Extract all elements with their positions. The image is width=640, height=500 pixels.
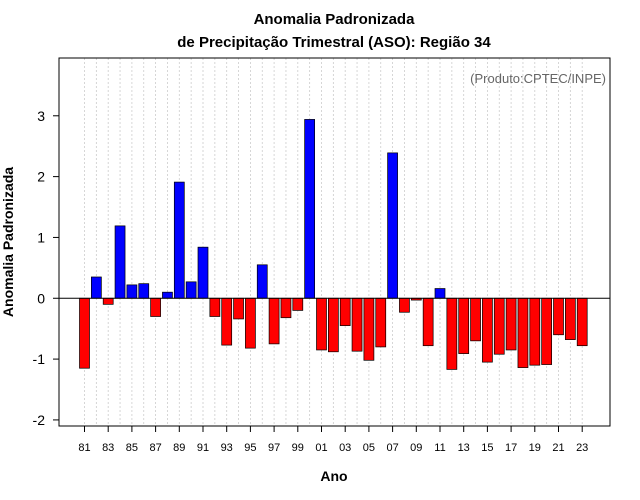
x-tick-label: 01 [315, 442, 327, 454]
bar-88 [162, 291, 173, 299]
bar-85 [126, 284, 138, 299]
x-tick-label: 97 [268, 442, 280, 454]
bar-19 [529, 297, 541, 366]
x-tick-label: 19 [529, 442, 541, 454]
plot-area [58, 57, 611, 427]
x-tick-label: 85 [126, 442, 138, 454]
bar-17 [505, 297, 517, 351]
x-tick-label: 89 [173, 442, 185, 454]
x-tick-label: 15 [481, 442, 493, 454]
bar-98 [280, 297, 292, 319]
bar-16 [493, 297, 505, 355]
bar-13 [458, 297, 470, 354]
x-tick-label: 11 [434, 442, 445, 454]
source-annotation: (Produto:CPTEC/INPE) [470, 71, 606, 86]
x-tick-label: 23 [576, 442, 588, 454]
chart-title: Anomalia Padronizada [254, 11, 416, 28]
x-tick-label: 91 [197, 442, 209, 454]
bar-00 [304, 119, 315, 299]
bar-83 [102, 297, 114, 305]
y-tick-label: 2 [37, 169, 45, 185]
x-tick-label: 07 [386, 442, 398, 454]
bar-96 [256, 264, 268, 299]
bar-84 [114, 225, 126, 299]
y-tick-label: -2 [33, 412, 46, 428]
bar-91 [197, 246, 209, 299]
bar-93 [221, 297, 233, 346]
bar-05 [363, 297, 375, 361]
x-tick-label: 13 [458, 442, 470, 454]
bar-99 [292, 297, 304, 311]
x-tick-label: 03 [339, 442, 351, 454]
x-tick-label: 21 [552, 442, 564, 454]
x-tick-label: 87 [149, 442, 161, 454]
bar-10 [422, 297, 434, 347]
bar-18 [517, 297, 529, 368]
bar-08 [399, 297, 410, 313]
x-tick-label: 95 [244, 442, 256, 454]
bar-95 [245, 297, 256, 349]
bar-86 [138, 283, 150, 299]
y-tick-label: 3 [37, 108, 45, 124]
y-tick-label: -1 [33, 351, 46, 367]
bar-04 [351, 297, 363, 352]
bar-22 [564, 297, 576, 340]
y-axis-title: Anomalia Padronizada [0, 167, 16, 317]
x-tick-label: 17 [505, 442, 517, 454]
x-tick-label: 83 [102, 442, 114, 454]
bar-15 [482, 297, 493, 363]
y-axis: -2 -1 0 1 2 3 [33, 108, 59, 428]
x-tick-label: 93 [221, 442, 233, 454]
bar-14 [470, 297, 481, 342]
bar-02 [328, 297, 339, 353]
x-axis: 81 83 85 87 89 91 93 95 97 99 01 03 05 07 09 11 13 15 17 19… [78, 426, 588, 454]
bar-81 [79, 297, 90, 369]
chart-subtitle: de Precipitação Trimestral (ASO): Região… [177, 34, 491, 51]
bar-01 [316, 297, 327, 351]
bar-21 [553, 297, 564, 336]
x-tick-label: 81 [78, 442, 90, 454]
bar-06 [375, 297, 387, 348]
x-tick-label: 05 [363, 442, 375, 454]
bar-89 [173, 181, 185, 299]
bar-07 [387, 152, 398, 299]
x-tick-label: 99 [292, 442, 304, 454]
bars-group [79, 119, 588, 370]
bar-03 [339, 297, 351, 326]
vertical-gridlines [84, 58, 583, 426]
bar-12 [446, 297, 458, 370]
bar-23 [576, 297, 588, 347]
bar-94 [233, 297, 244, 320]
y-tick-label: 0 [37, 290, 45, 306]
bar-97 [268, 297, 280, 345]
bar-11 [434, 288, 446, 299]
x-axis-title: Ano [320, 468, 347, 484]
bar-20 [541, 297, 553, 365]
x-tick-label: 09 [410, 442, 422, 454]
bar-92 [209, 297, 221, 317]
y-tick-label: 1 [37, 229, 45, 245]
bar-87 [150, 297, 161, 317]
bar-82 [90, 276, 102, 299]
bar-90 [185, 281, 197, 299]
